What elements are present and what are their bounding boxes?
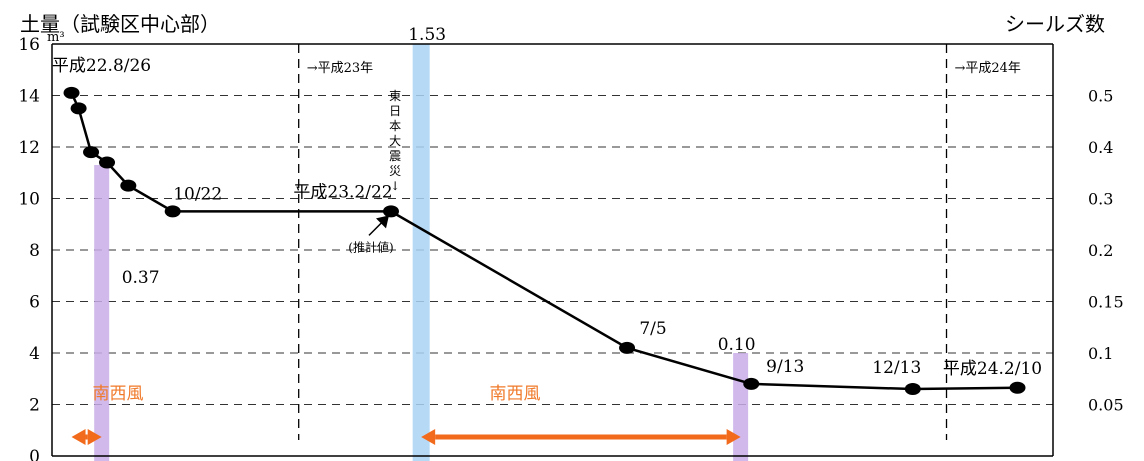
data-point — [619, 341, 636, 354]
seals-bar — [412, 44, 430, 461]
wind-arrow-left-icon — [421, 429, 436, 445]
data-point — [1009, 381, 1026, 394]
data-point-label: 平成22.8/26 — [52, 56, 151, 76]
data-point — [164, 205, 181, 218]
data-point — [120, 179, 137, 192]
seals-bar-label: 0.10 — [718, 335, 756, 355]
earthquake-label-char: 日 — [389, 104, 401, 118]
wind-arrow-right-icon — [726, 429, 741, 445]
chart-title: 土量（試験区中心部） — [20, 12, 220, 36]
data-point-label: 9/13 — [766, 357, 804, 377]
earthquake-label-char: 大 — [389, 134, 401, 148]
y-tick-label: 4 — [29, 344, 40, 364]
earthquake-label-char: 災 — [389, 164, 401, 178]
data-point — [63, 86, 80, 99]
data-point-label: 7/5 — [639, 319, 666, 339]
estimate-label: (推計値) — [348, 239, 393, 254]
wind-label: 南西風 — [490, 384, 541, 404]
estimate-arrow-icon — [375, 215, 389, 229]
earthquake-label-char: 本 — [389, 119, 401, 133]
y2-tick-label: 0.15 — [1088, 293, 1124, 312]
y-tick-label: 12 — [18, 138, 40, 158]
y2-tick-label: 0.4 — [1088, 138, 1113, 157]
y2-tick-label: 0.2 — [1088, 241, 1113, 260]
wind-arrow-right-icon — [87, 429, 102, 445]
data-point — [382, 205, 399, 218]
y-tick-label: 0 — [29, 447, 40, 461]
earthquake-label-char: 東 — [389, 89, 401, 103]
data-point-label: 平成24.2/10 — [943, 359, 1042, 379]
wind-arrow-left-icon — [71, 429, 86, 445]
y-tick-label: 8 — [29, 241, 40, 261]
year-marker-label: →平成24年 — [955, 61, 1021, 76]
data-point — [904, 383, 921, 396]
y2-tick-label: 0.1 — [1088, 344, 1113, 363]
seals-bar — [733, 353, 749, 461]
data-point — [70, 102, 87, 115]
y-axis-unit: m³ — [47, 30, 65, 45]
y-tick-label: 10 — [18, 190, 40, 210]
y2-tick-label: 0.05 — [1088, 396, 1124, 415]
y-tick-label: 16 — [18, 35, 40, 55]
seals-bar-label: 0.37 — [122, 268, 160, 288]
earthquake-label-char: 震 — [389, 149, 401, 163]
y-tick-label: 14 — [18, 87, 40, 107]
data-point — [83, 146, 100, 159]
seals-bar — [94, 165, 110, 461]
data-point-label: 平成23.2/22 — [293, 182, 392, 202]
down-arrow-icon: ↓ — [390, 179, 400, 193]
y-tick-label: 6 — [29, 293, 40, 313]
y2-tick-label: 0.5 — [1088, 87, 1113, 106]
wind-label: 南西風 — [93, 384, 144, 404]
data-point-label: 12/13 — [872, 358, 921, 378]
right-axis-title: シールズ数 — [1005, 12, 1105, 36]
y-tick-label: 2 — [29, 396, 40, 416]
series-line — [70, 92, 1018, 391]
y2-tick-label: 0.3 — [1088, 190, 1113, 209]
data-point-label: 10/22 — [173, 184, 222, 204]
data-point — [743, 377, 760, 390]
data-point — [99, 156, 116, 169]
seals-bar-label: 1.53 — [408, 25, 446, 45]
year-marker-label: →平成23年 — [307, 61, 373, 76]
